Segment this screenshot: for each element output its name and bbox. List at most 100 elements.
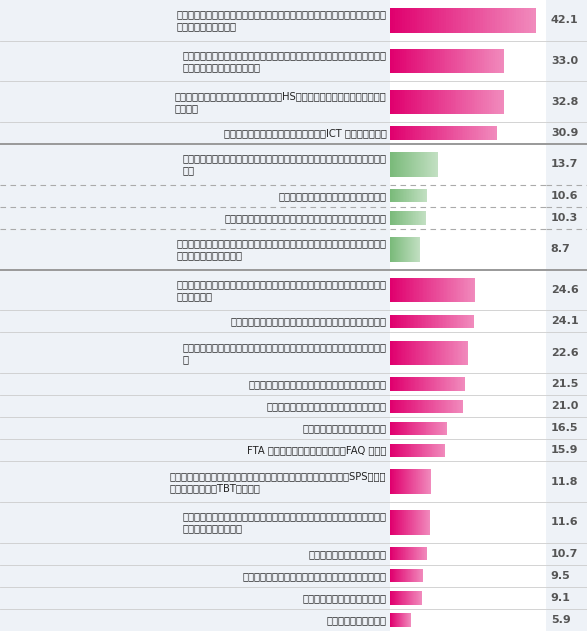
Bar	[426, 341, 427, 365]
Bar	[406, 510, 407, 534]
Bar	[409, 422, 410, 435]
Bar	[448, 377, 450, 391]
Bar	[409, 341, 410, 365]
Bar	[390, 439, 546, 461]
Bar	[0, 587, 390, 609]
Bar	[411, 189, 412, 203]
Bar	[546, 373, 587, 395]
Bar	[450, 341, 451, 365]
Bar	[424, 152, 425, 177]
Bar	[423, 278, 424, 302]
Bar	[422, 510, 423, 534]
Bar	[432, 341, 433, 365]
Bar	[399, 278, 400, 302]
Bar	[398, 152, 399, 177]
Bar	[446, 49, 447, 73]
Bar	[462, 90, 464, 114]
Bar	[419, 399, 421, 413]
Bar	[402, 189, 403, 203]
Bar	[419, 189, 420, 203]
Bar	[457, 399, 458, 413]
Text: 貿易制度や手続きに関する情報の充実（データベース構築などオンラインで入
手可能な情報の整備）: 貿易制度や手続きに関する情報の充実（データベース構築などオンラインで入 手可能な…	[177, 9, 386, 32]
Text: 貨物到着前の事前手続きの導入（オンライン上での貨物申告データの事前申
請）: 貨物到着前の事前手続きの導入（オンライン上での貨物申告データの事前申 請）	[183, 153, 386, 175]
Bar	[478, 49, 480, 73]
Bar	[443, 444, 444, 457]
Text: 10.6: 10.6	[551, 191, 578, 201]
Bar	[392, 377, 393, 391]
Bar	[437, 90, 440, 114]
Bar	[396, 152, 397, 177]
Bar	[402, 377, 403, 391]
Bar	[390, 609, 546, 631]
Bar	[394, 444, 395, 457]
Bar	[485, 90, 487, 114]
Bar	[417, 152, 418, 177]
Bar	[390, 444, 392, 457]
Bar	[396, 341, 397, 365]
Bar	[461, 278, 463, 302]
Bar	[451, 278, 453, 302]
Bar	[424, 211, 425, 225]
Bar	[394, 469, 395, 494]
Bar	[424, 126, 426, 139]
Bar	[470, 126, 473, 139]
Bar	[459, 49, 461, 73]
Bar	[419, 510, 420, 534]
Bar	[405, 8, 407, 33]
Bar	[390, 126, 392, 139]
Bar	[408, 377, 409, 391]
Bar	[427, 510, 428, 534]
Bar	[390, 587, 546, 609]
Bar	[464, 315, 465, 328]
Bar	[414, 8, 417, 33]
Bar	[391, 510, 392, 534]
Bar	[428, 399, 429, 413]
Bar	[423, 211, 424, 225]
Bar	[419, 377, 420, 391]
Bar	[419, 278, 420, 302]
Bar	[410, 444, 411, 457]
Bar	[468, 315, 470, 328]
Bar	[434, 49, 436, 73]
Bar	[494, 126, 495, 139]
Bar	[406, 152, 407, 177]
Bar	[444, 444, 446, 457]
Bar	[447, 315, 448, 328]
Bar	[460, 377, 461, 391]
Bar	[529, 8, 531, 33]
Bar	[467, 49, 468, 73]
Bar	[394, 278, 396, 302]
Bar	[438, 422, 439, 435]
Bar	[397, 152, 398, 177]
Bar	[390, 152, 391, 177]
Bar	[0, 269, 390, 310]
Bar	[473, 8, 475, 33]
Bar	[402, 341, 403, 365]
Bar	[400, 189, 401, 203]
Bar	[448, 8, 451, 33]
Text: 5.9: 5.9	[551, 615, 571, 625]
Bar	[0, 609, 390, 631]
Bar	[390, 333, 546, 373]
Bar	[442, 126, 444, 139]
Bar	[467, 341, 468, 365]
Bar	[457, 90, 458, 114]
Bar	[462, 377, 464, 391]
Bar	[441, 49, 444, 73]
Text: 10.7: 10.7	[551, 549, 578, 559]
Bar	[390, 547, 391, 560]
Bar	[0, 310, 390, 333]
Bar	[446, 399, 447, 413]
Bar	[410, 399, 411, 413]
Bar	[404, 547, 405, 560]
Bar	[458, 399, 459, 413]
Bar	[429, 278, 430, 302]
Bar	[413, 49, 415, 73]
Bar	[403, 189, 404, 203]
Bar	[390, 144, 546, 185]
Bar	[447, 377, 448, 391]
Bar	[390, 269, 546, 310]
Bar	[468, 90, 470, 114]
Bar	[412, 211, 413, 225]
Bar	[418, 189, 419, 203]
